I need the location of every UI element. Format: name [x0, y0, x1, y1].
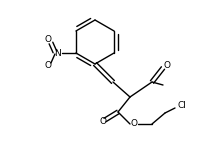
Text: O: O	[44, 35, 51, 45]
Text: N: N	[55, 49, 61, 58]
Text: Cl: Cl	[178, 101, 186, 110]
Text: O: O	[44, 62, 51, 71]
Text: O: O	[164, 60, 171, 69]
Text: O: O	[131, 119, 138, 129]
Text: O: O	[99, 118, 106, 127]
